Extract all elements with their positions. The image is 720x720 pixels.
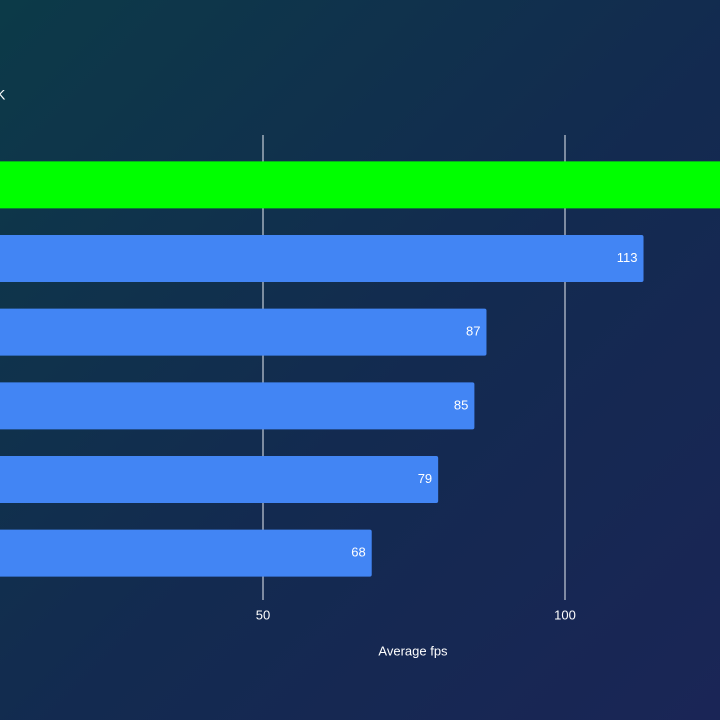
value-label: 79 (418, 471, 432, 486)
value-label: 87 (466, 324, 480, 339)
chart-subtitle: K (0, 87, 6, 103)
bar (0, 382, 475, 430)
value-label: 85 (454, 397, 468, 412)
x-axis-label: Average fps (378, 643, 448, 658)
bar (0, 529, 372, 577)
value-label: 68 (351, 545, 365, 560)
bar (0, 456, 439, 503)
x-tick-label: 100 (554, 607, 576, 622)
x-tick-label: 50 (256, 607, 270, 622)
bar (0, 235, 644, 282)
bar (0, 308, 487, 356)
bar (0, 161, 720, 209)
value-label: 113 (617, 250, 638, 265)
